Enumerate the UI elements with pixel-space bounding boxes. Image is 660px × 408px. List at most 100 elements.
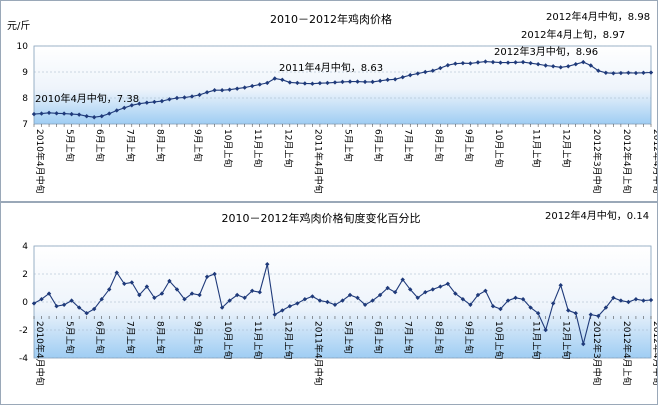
data-point (423, 290, 428, 295)
data-point (129, 103, 135, 108)
x-tick-label: 9月上旬 (192, 321, 204, 354)
data-point (550, 301, 556, 306)
data-point (189, 94, 195, 99)
y-tick-label: 9 (22, 68, 28, 78)
data-point (91, 115, 97, 120)
y-tick-label: 10 (17, 42, 29, 52)
data-point (408, 287, 413, 292)
x-tick-label: 11月上旬 (252, 129, 264, 167)
data-point (370, 298, 375, 303)
data-point (272, 76, 277, 81)
data-label: 2012年4月中旬，0.14 (545, 209, 649, 222)
data-point (137, 292, 142, 298)
data-label: 2012年3月中旬，8.96 (494, 45, 598, 58)
y-tick-label: 8 (22, 94, 28, 104)
data-point (626, 70, 631, 75)
x-tick-label: 2012年4月中旬 (651, 321, 657, 386)
data-point (633, 70, 639, 76)
data-point (189, 291, 195, 296)
data-point (423, 69, 428, 75)
data-point (325, 80, 330, 86)
data-point (520, 59, 526, 65)
data-point (61, 111, 67, 116)
data-point (400, 75, 405, 80)
data-point (46, 110, 52, 116)
data-point (483, 59, 488, 64)
data-point (107, 111, 112, 116)
data-point (648, 70, 654, 75)
data-point (535, 62, 541, 67)
data-point (588, 63, 594, 68)
y-tick-label: 0 (22, 298, 28, 308)
y-tick-label: 2 (22, 270, 28, 280)
data-point (505, 60, 511, 65)
data-point (242, 85, 247, 90)
data-point (498, 306, 503, 312)
data-point (227, 87, 232, 92)
data-point (408, 72, 413, 78)
data-point (182, 95, 187, 100)
chart-title: 2010－2012年鸡肉价格旬度变化百分比 (222, 211, 421, 225)
data-point (76, 112, 82, 117)
data-point (641, 70, 646, 75)
data-point (475, 60, 481, 65)
data-point (31, 301, 37, 306)
data-point (280, 308, 285, 313)
data-point (603, 70, 609, 75)
x-tick-label: 10月上旬 (222, 321, 234, 359)
data-point (573, 62, 578, 67)
x-tick-label: 11月上旬 (531, 129, 543, 167)
data-point (377, 292, 383, 298)
x-tick-label: 7月上旬 (124, 321, 136, 354)
data-point (520, 297, 526, 302)
data-label: 2012年4月中旬，8.98 (546, 10, 650, 23)
data-point (618, 298, 624, 303)
x-tick-label: 2012年3月中旬 (591, 321, 603, 386)
y-tick-label: -4 (19, 354, 28, 364)
x-tick-label: 6月上旬 (94, 321, 106, 354)
data-point (99, 114, 104, 119)
data-point (355, 79, 360, 84)
x-tick-label: 12月上旬 (561, 321, 573, 359)
x-tick-label: 9月上旬 (192, 129, 204, 162)
x-tick-label: 6月上旬 (373, 129, 385, 162)
data-point (227, 298, 232, 303)
data-point (317, 80, 323, 86)
data-point (295, 301, 300, 306)
data-point (174, 287, 180, 292)
data-point (392, 77, 398, 82)
data-point (69, 298, 74, 303)
data-point (265, 262, 270, 267)
data-point (430, 68, 435, 73)
data-point (122, 105, 127, 111)
x-tick-label: 9月上旬 (463, 321, 475, 354)
x-tick-label: 10月上旬 (493, 321, 505, 359)
data-point (460, 297, 466, 302)
price-line-chart: 7 8 9 10 2010年4月中旬 5月上旬 6月上旬 7月上旬 8月上旬 9月上旬 10月上旬 1… (7, 10, 660, 194)
x-tick-label: 2012年4月上旬 (621, 129, 633, 194)
x-tick-label: 7月上旬 (124, 129, 136, 162)
data-point (287, 304, 293, 309)
data-point (182, 297, 187, 302)
data-point (114, 108, 119, 113)
data-point (633, 297, 639, 302)
data-point (54, 111, 59, 116)
data-point (355, 295, 360, 300)
data-point (212, 271, 217, 277)
data-point (430, 287, 435, 292)
data-point (204, 90, 210, 95)
data-label: 2010年4月中旬，7.38 (35, 92, 139, 105)
data-point (453, 291, 458, 296)
data-point (611, 71, 616, 76)
data-point (475, 292, 481, 298)
data-point (167, 278, 172, 284)
x-tick-label: 12月上旬 (282, 321, 294, 359)
x-tick-label: 2011年4月中旬 (312, 321, 324, 386)
data-point (197, 292, 202, 298)
x-tick-label: 6月上旬 (373, 321, 385, 354)
x-tick-label: 8月上旬 (154, 129, 166, 162)
data-point (84, 311, 89, 316)
data-point (641, 298, 646, 303)
data-point (144, 100, 150, 105)
data-point (490, 304, 496, 309)
